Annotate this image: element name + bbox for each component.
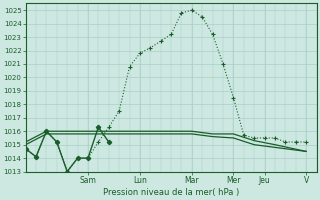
X-axis label: Pression niveau de la mer( hPa ): Pression niveau de la mer( hPa ) [103, 188, 239, 197]
